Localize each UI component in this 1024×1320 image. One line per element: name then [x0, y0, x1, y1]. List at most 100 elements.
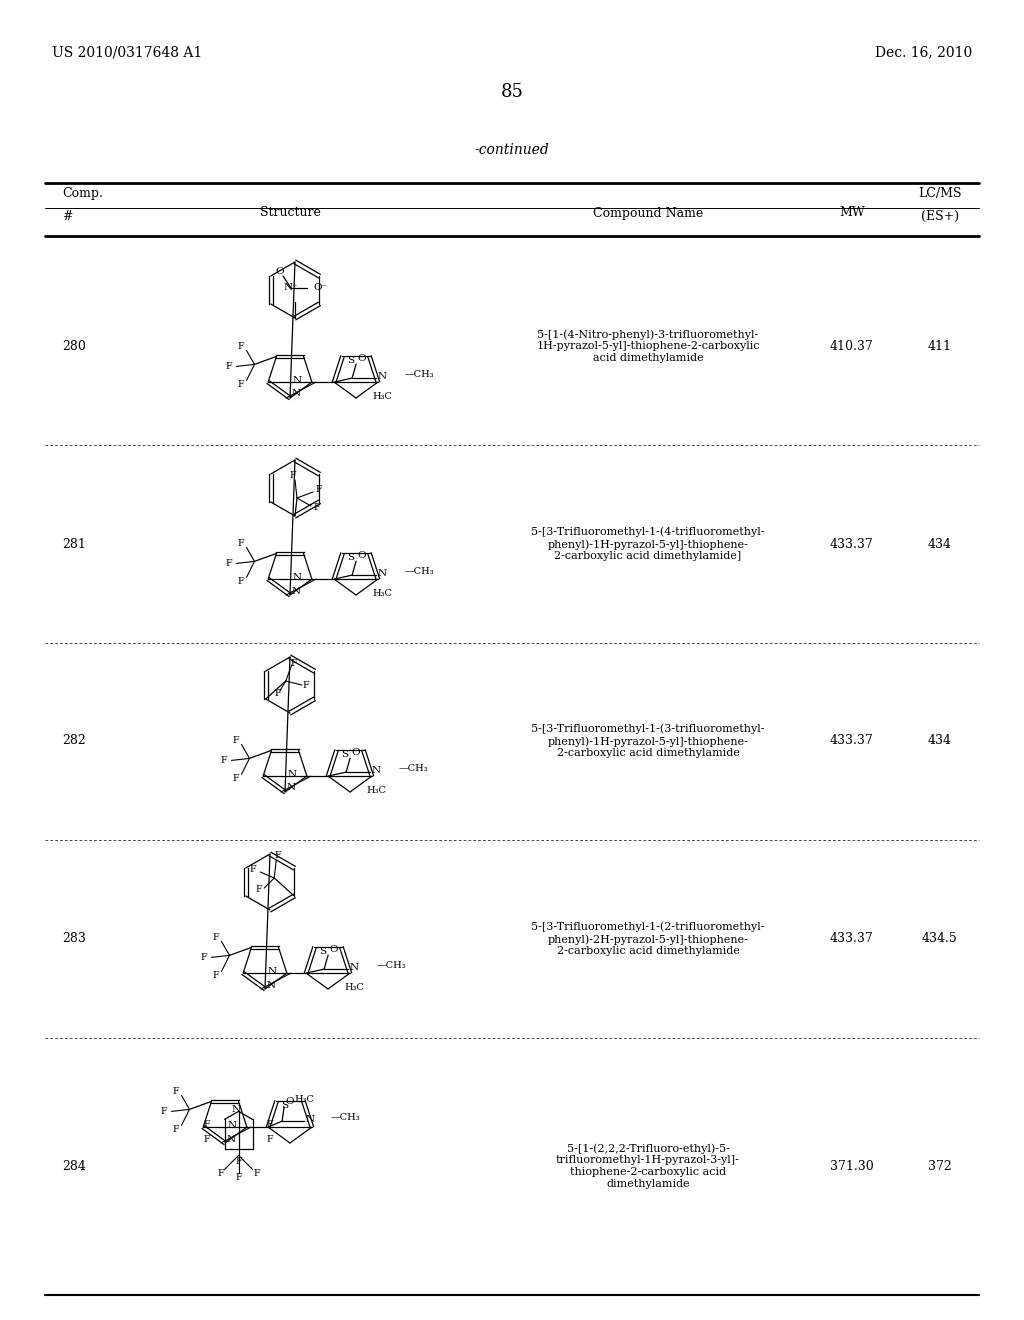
Text: 372: 372	[928, 1159, 952, 1172]
Text: —CH₃: —CH₃	[376, 961, 406, 970]
Text: F: F	[236, 1156, 242, 1166]
Text: F: F	[226, 558, 232, 568]
Text: —CH₃: —CH₃	[404, 370, 434, 379]
Text: O: O	[357, 354, 367, 363]
Text: 5-[1-(2,2,2-Trifluoro-ethyl)-5-
trifluoromethyl-1H-pyrazol-3-yl]-
thiophene-2-ca: 5-[1-(2,2,2-Trifluoro-ethyl)-5- trifluor…	[556, 1143, 740, 1189]
Text: H₃C: H₃C	[372, 589, 392, 598]
Text: H₃C: H₃C	[367, 785, 386, 795]
Text: O: O	[275, 268, 285, 276]
Text: 5-[3-Trifluoromethyl-1-(3-trifluoromethyl-
phenyl)-1H-pyrazol-5-yl]-thiophene-
2: 5-[3-Trifluoromethyl-1-(3-trifluoromethy…	[531, 723, 765, 758]
Text: (ES+): (ES+)	[921, 210, 959, 223]
Text: N: N	[378, 372, 387, 380]
Text: N: N	[292, 586, 301, 595]
Text: 433.37: 433.37	[830, 734, 873, 747]
Text: F: F	[236, 1173, 242, 1181]
Text: H₃C: H₃C	[294, 1094, 314, 1104]
Text: 282: 282	[62, 734, 86, 747]
Text: F: F	[173, 1086, 179, 1096]
Text: F: F	[238, 577, 245, 586]
Text: N: N	[227, 1121, 237, 1130]
Text: H₃C: H₃C	[344, 982, 365, 991]
Text: S: S	[281, 1101, 288, 1110]
Text: F: F	[161, 1107, 168, 1115]
Text: 5-[3-Trifluoromethyl-1-(4-trifluoromethyl-
phenyl)-1H-pyrazol-5-yl]-thiophene-
2: 5-[3-Trifluoromethyl-1-(4-trifluoromethy…	[531, 527, 765, 561]
Text: Structure: Structure	[259, 206, 321, 219]
Text: F: F	[266, 1119, 273, 1129]
Text: 5-[3-Trifluoromethyl-1-(2-trifluoromethyl-
phenyl)-2H-pyrazol-5-yl]-thiophene-
2: 5-[3-Trifluoromethyl-1-(2-trifluoromethy…	[531, 921, 765, 956]
Text: F: F	[250, 866, 256, 874]
Text: 371.30: 371.30	[830, 1159, 873, 1172]
Text: N: N	[292, 389, 301, 399]
Text: -continued: -continued	[475, 143, 549, 157]
Text: F: F	[291, 659, 297, 668]
Text: F: F	[266, 1135, 273, 1144]
Text: F: F	[238, 342, 245, 351]
Text: N: N	[305, 1114, 314, 1123]
Text: F: F	[238, 380, 245, 389]
Text: MW: MW	[839, 206, 865, 219]
Text: 434: 434	[928, 537, 952, 550]
Text: F: F	[274, 689, 281, 697]
Text: 280: 280	[62, 339, 86, 352]
Text: Compound Name: Compound Name	[593, 206, 703, 219]
Text: N: N	[227, 1134, 237, 1143]
Text: F: F	[315, 486, 323, 495]
Text: F: F	[232, 735, 240, 744]
Text: 5-[1-(4-Nitro-phenyl)-3-trifluoromethyl-
1H-pyrazol-5-yl]-thiophene-2-carboxylic: 5-[1-(4-Nitro-phenyl)-3-trifluoromethyl-…	[537, 329, 760, 363]
Text: S: S	[347, 356, 354, 364]
Text: S: S	[341, 750, 348, 759]
Text: F: F	[217, 1170, 224, 1177]
Text: S: S	[347, 553, 354, 562]
Text: N: N	[287, 784, 296, 792]
Text: N: N	[288, 770, 297, 779]
Text: 434: 434	[928, 734, 952, 747]
Text: F: F	[201, 953, 208, 962]
Text: 434.5: 434.5	[923, 932, 957, 945]
Text: F: F	[253, 1170, 260, 1177]
Text: F: F	[226, 362, 232, 371]
Text: 283: 283	[62, 932, 86, 945]
Text: N: N	[267, 981, 276, 990]
Text: Comp.: Comp.	[62, 186, 102, 199]
Text: O: O	[330, 945, 339, 953]
Text: —CH₃: —CH₃	[398, 763, 428, 772]
Text: F: F	[238, 539, 245, 548]
Text: 410.37: 410.37	[830, 339, 873, 352]
Text: F: F	[232, 774, 240, 783]
Text: F: F	[204, 1135, 211, 1144]
Text: Dec. 16, 2010: Dec. 16, 2010	[874, 45, 972, 59]
Text: F: F	[221, 756, 227, 764]
Text: F: F	[313, 503, 321, 512]
Text: F: F	[213, 972, 219, 979]
Text: F: F	[302, 681, 309, 689]
Text: F: F	[290, 471, 296, 480]
Text: N: N	[378, 569, 387, 578]
Text: O: O	[286, 1097, 295, 1106]
Text: 85: 85	[501, 83, 523, 102]
Text: #: #	[62, 210, 73, 223]
Text: 284: 284	[62, 1159, 86, 1172]
Text: F: F	[213, 933, 219, 942]
Text: N: N	[372, 766, 381, 775]
Text: US 2010/0317648 A1: US 2010/0317648 A1	[52, 45, 203, 59]
Text: —CH₃: —CH₃	[330, 1113, 359, 1122]
Text: —CH₃: —CH₃	[404, 566, 434, 576]
Text: 411: 411	[928, 339, 952, 352]
Text: O⁻: O⁻	[313, 284, 327, 293]
Text: F: F	[173, 1125, 179, 1134]
Text: N: N	[232, 1105, 241, 1114]
Text: N: N	[267, 966, 276, 975]
Text: N: N	[349, 962, 358, 972]
Text: F: F	[274, 851, 282, 861]
Text: N: N	[293, 376, 302, 384]
Text: 433.37: 433.37	[830, 932, 873, 945]
Text: O: O	[352, 747, 360, 756]
Text: LC/MS: LC/MS	[919, 186, 962, 199]
Text: O: O	[357, 550, 367, 560]
Text: N⁺: N⁺	[284, 284, 298, 293]
Text: 433.37: 433.37	[830, 537, 873, 550]
Text: F: F	[204, 1119, 211, 1129]
Text: F: F	[256, 886, 262, 895]
Text: N: N	[293, 573, 302, 582]
Text: 281: 281	[62, 537, 86, 550]
